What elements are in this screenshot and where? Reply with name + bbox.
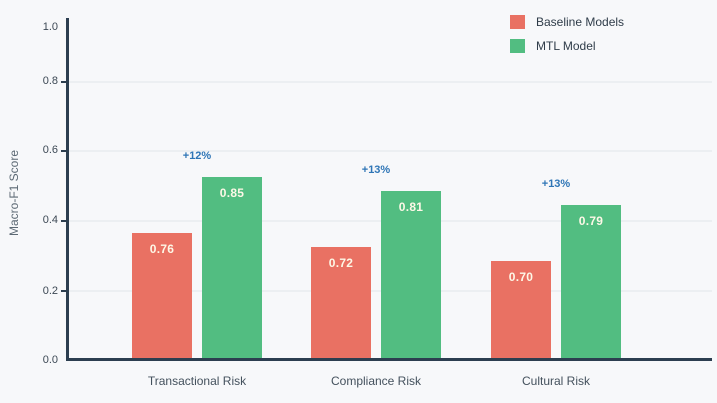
mtl-bar: 0.85 — [202, 177, 262, 358]
y-tick-label: 0.0 — [42, 354, 58, 366]
legend-label: Baseline Models — [536, 15, 625, 29]
bar-group-transactional-risk: +12% 0.76 0.85 — [132, 45, 262, 358]
baseline-swatch — [510, 15, 525, 29]
y-tick-label: 1.0 — [42, 21, 58, 33]
legend-item-mtl: MTL Model — [510, 34, 624, 58]
x-category-label: Transactional Risk — [147, 374, 247, 388]
bar-value-label: 0.85 — [219, 186, 245, 200]
baseline-bar: 0.70 — [491, 261, 551, 358]
x-category-label: Compliance Risk — [330, 374, 422, 388]
baseline-bar: 0.76 — [132, 233, 192, 358]
bar-value-label: 0.79 — [578, 214, 604, 228]
mtl-bar: 0.81 — [381, 191, 441, 358]
x-axis-line — [66, 358, 712, 361]
y-tickmark — [61, 150, 66, 152]
bar-value-label: 0.81 — [398, 200, 424, 214]
y-tickmark — [61, 220, 66, 222]
improvement-annotation: +12% — [182, 150, 212, 162]
y-axis-title: Macro-F1 Score — [7, 149, 21, 237]
y-tickmark — [61, 290, 66, 292]
bar-group-cultural-risk: +13% 0.70 0.79 — [491, 45, 621, 358]
baseline-bar: 0.72 — [311, 247, 371, 358]
legend-label: MTL Model — [536, 39, 596, 53]
bar-value-label: 0.72 — [328, 256, 354, 270]
y-axis-line — [66, 18, 69, 361]
mtl-swatch — [510, 39, 525, 53]
legend: Baseline Models MTL Model — [510, 10, 624, 58]
improvement-annotation: +13% — [361, 164, 391, 176]
gridline-0-6 — [69, 150, 712, 152]
y-tick-label: 0.4 — [42, 214, 58, 226]
gridline-0-8 — [69, 81, 712, 83]
legend-item-baseline: Baseline Models — [510, 10, 624, 34]
y-tick-label: 0.8 — [42, 75, 58, 87]
bar-value-label: 0.70 — [508, 270, 534, 284]
bar-value-label: 0.76 — [149, 242, 175, 256]
x-category-label: Cultural Risk — [521, 374, 590, 388]
bar-group-compliance-risk: +13% 0.72 0.81 — [311, 45, 441, 358]
mtl-bar: 0.79 — [561, 205, 621, 358]
y-tick-label: 0.2 — [42, 285, 58, 297]
y-tickmark — [61, 81, 66, 83]
y-tick-label: 0.6 — [42, 144, 58, 156]
improvement-annotation: +13% — [541, 178, 571, 190]
